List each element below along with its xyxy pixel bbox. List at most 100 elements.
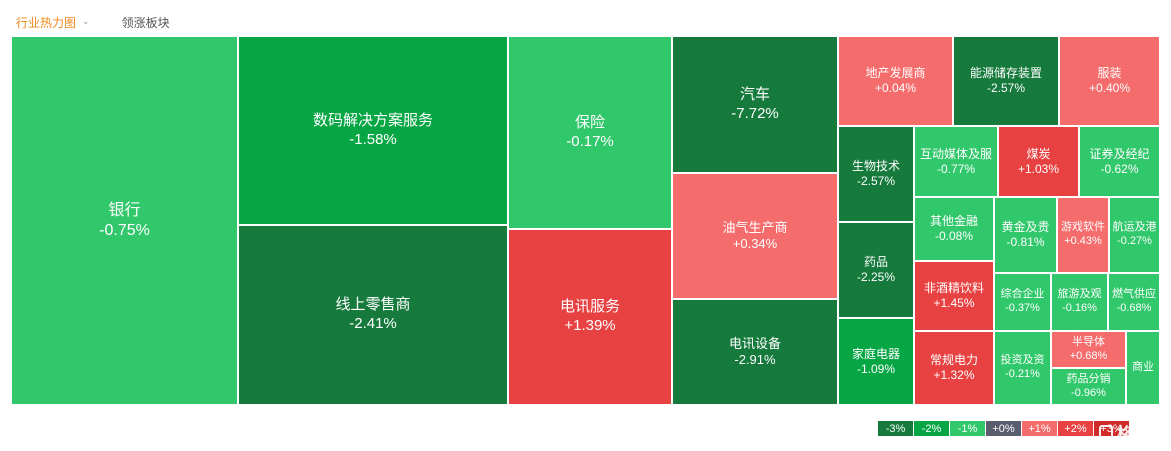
heatmap-tile[interactable]: 商业: [1126, 331, 1160, 405]
tab-industry-heatmap-label: 行业热力图: [16, 15, 77, 30]
tab-leading-sectors-label: 领涨板块: [121, 15, 170, 30]
heatmap-tile[interactable]: 地产发展商 +0.04%: [838, 36, 953, 126]
tile-change: -0.27%: [1117, 235, 1152, 247]
tile-name: 服装: [1097, 66, 1122, 80]
tile-change: -2.25%: [856, 270, 896, 284]
tab-bar: 行业热力图 ⌄ 领涨板块: [16, 12, 170, 32]
heatmap-tile[interactable]: 互动媒体及服 -0.77%: [914, 126, 998, 197]
heatmap-tile[interactable]: 投资及资 -0.21%: [994, 331, 1051, 405]
tile-name: 黄金及贵: [1001, 220, 1050, 234]
tile-name: 证券及经纪: [1089, 146, 1150, 161]
tile-change: -0.37%: [1005, 302, 1040, 314]
tile-name: 能源储存装置: [969, 66, 1042, 80]
heatmap-tile[interactable]: 非酒精饮料 +1.45%: [914, 261, 994, 331]
tile-change: +0.43%: [1064, 235, 1102, 247]
legend-item: -3%: [878, 421, 914, 436]
tile-change: -0.77%: [936, 161, 976, 176]
heatmap-tile[interactable]: 旅游及观 -0.16%: [1051, 273, 1108, 331]
tile-change: -0.68%: [1116, 302, 1152, 314]
tile-name: 商业: [1132, 361, 1154, 374]
tile-change: -0.96%: [1071, 386, 1106, 399]
heatmap-tile[interactable]: 航运及港 -0.27%: [1109, 197, 1160, 273]
chevron-down-icon[interactable]: ⌄: [82, 15, 90, 26]
heatmap-tile[interactable]: 黄金及贵 -0.81%: [994, 197, 1057, 273]
heatmap-tile[interactable]: 证券及经纪 -0.62%: [1079, 126, 1160, 197]
heatmap-tile[interactable]: 其他金融 -0.08%: [914, 197, 994, 261]
heatmap-tile[interactable]: 电讯设备 -2.91%: [672, 299, 838, 405]
tile-change: +0.34%: [732, 236, 778, 251]
legend-item: -2%: [914, 421, 950, 436]
legend-item: +2%: [1058, 421, 1094, 436]
tile-name: 地产发展商: [865, 66, 926, 80]
tile-change: -0.16%: [1062, 302, 1097, 314]
watermark-text: 格隆汇: [1116, 426, 1165, 443]
tile-change: +1.32%: [933, 368, 975, 382]
tile-change: -0.17%: [566, 132, 614, 150]
legend-item: +0%: [986, 421, 1022, 436]
tile-change: -2.91%: [734, 352, 776, 367]
tile-change: -2.41%: [349, 315, 397, 332]
logo-icon: [1098, 425, 1113, 439]
tile-name: 家庭电器: [851, 346, 900, 361]
heatmap-tile[interactable]: 半导体 +0.68%: [1051, 331, 1126, 368]
legend-item: -1%: [950, 421, 986, 436]
tile-name: 油气生产商: [722, 219, 788, 235]
tile-change: +0.68%: [1069, 349, 1108, 362]
tile-name: 线上零售商: [335, 296, 411, 314]
heatmap-tile[interactable]: 生物技术 -2.57%: [838, 126, 914, 222]
tile-change: +0.40%: [1088, 81, 1131, 95]
tile-change: +0.04%: [874, 81, 917, 95]
tile-change: -2.57%: [986, 81, 1026, 95]
tile-change: -2.57%: [856, 174, 896, 188]
tile-change: -1.58%: [349, 130, 397, 148]
tile-name: 非酒精饮料: [923, 281, 984, 295]
tile-change: +1.45%: [933, 296, 975, 310]
heatmap-tile[interactable]: 药品 -2.25%: [838, 222, 914, 318]
tile-name: 煤炭: [1026, 146, 1051, 161]
tile-change: -0.21%: [1005, 368, 1040, 380]
heatmap-tile[interactable]: 电讯服务 +1.39%: [508, 229, 672, 405]
heatmap-tile[interactable]: 游戏软件 +0.43%: [1057, 197, 1109, 273]
tile-change: -7.72%: [731, 104, 779, 122]
heatmap-tile[interactable]: 数码解决方案服务 -1.58%: [238, 36, 508, 225]
tile-name: 生物技术: [851, 159, 900, 173]
tile-change: -0.08%: [934, 229, 974, 243]
tile-change: -1.09%: [856, 361, 896, 376]
tile-name: 药品: [863, 255, 888, 269]
heatmap-tile[interactable]: 汽车 -7.72%: [672, 36, 838, 173]
tab-industry-heatmap[interactable]: 行业热力图 ⌄: [16, 14, 90, 31]
heatmap-tile[interactable]: 药品分销 -0.96%: [1051, 368, 1126, 405]
watermark: 格隆汇: [1098, 420, 1165, 444]
tile-change: -0.62%: [1100, 161, 1139, 176]
heatmap-tile[interactable]: 燃气供应 -0.68%: [1108, 273, 1160, 331]
heatmap-tile[interactable]: 服装 +0.40%: [1059, 36, 1160, 126]
heatmap-tile[interactable]: 常规电力 +1.32%: [914, 331, 994, 405]
legend-item: +1%: [1022, 421, 1058, 436]
tile-name: 数码解决方案服务: [312, 111, 433, 129]
tile-name: 游戏软件: [1061, 221, 1105, 234]
heatmap-tile[interactable]: 油气生产商 +0.34%: [672, 173, 838, 299]
tile-name: 电讯设备: [728, 335, 781, 351]
tile-name: 电讯服务: [559, 298, 620, 316]
heatmap-tile[interactable]: 能源储存装置 -2.57%: [953, 36, 1059, 126]
tile-change: +1.03%: [1017, 161, 1060, 176]
heatmap-tile[interactable]: 银行 -0.75%: [11, 36, 238, 405]
heatmap-tile[interactable]: 综合企业 -0.37%: [994, 273, 1051, 331]
heatmap-tile[interactable]: 家庭电器 -1.09%: [838, 318, 914, 405]
tile-name: 常规电力: [929, 353, 978, 367]
tile-change: -0.75%: [99, 221, 150, 239]
tile-name: 互动媒体及服: [919, 146, 992, 161]
tab-leading-sectors[interactable]: 领涨板块: [122, 14, 170, 31]
tile-name: 药品分销: [1066, 372, 1111, 385]
heatmap-tile[interactable]: 保险 -0.17%: [508, 36, 672, 229]
tile-name: 保险: [574, 113, 605, 131]
tile-name: 燃气供应: [1112, 288, 1156, 301]
tile-name: 综合企业: [1000, 288, 1045, 301]
heatmap-tile[interactable]: 煤炭 +1.03%: [998, 126, 1079, 197]
tile-change: -0.81%: [1006, 235, 1045, 249]
tile-name: 航运及港: [1112, 221, 1157, 234]
heatmap-tile[interactable]: 线上零售商 -2.41%: [238, 225, 508, 405]
tile-name: 旅游及观: [1057, 288, 1102, 301]
tile-name: 其他金融: [929, 214, 978, 228]
